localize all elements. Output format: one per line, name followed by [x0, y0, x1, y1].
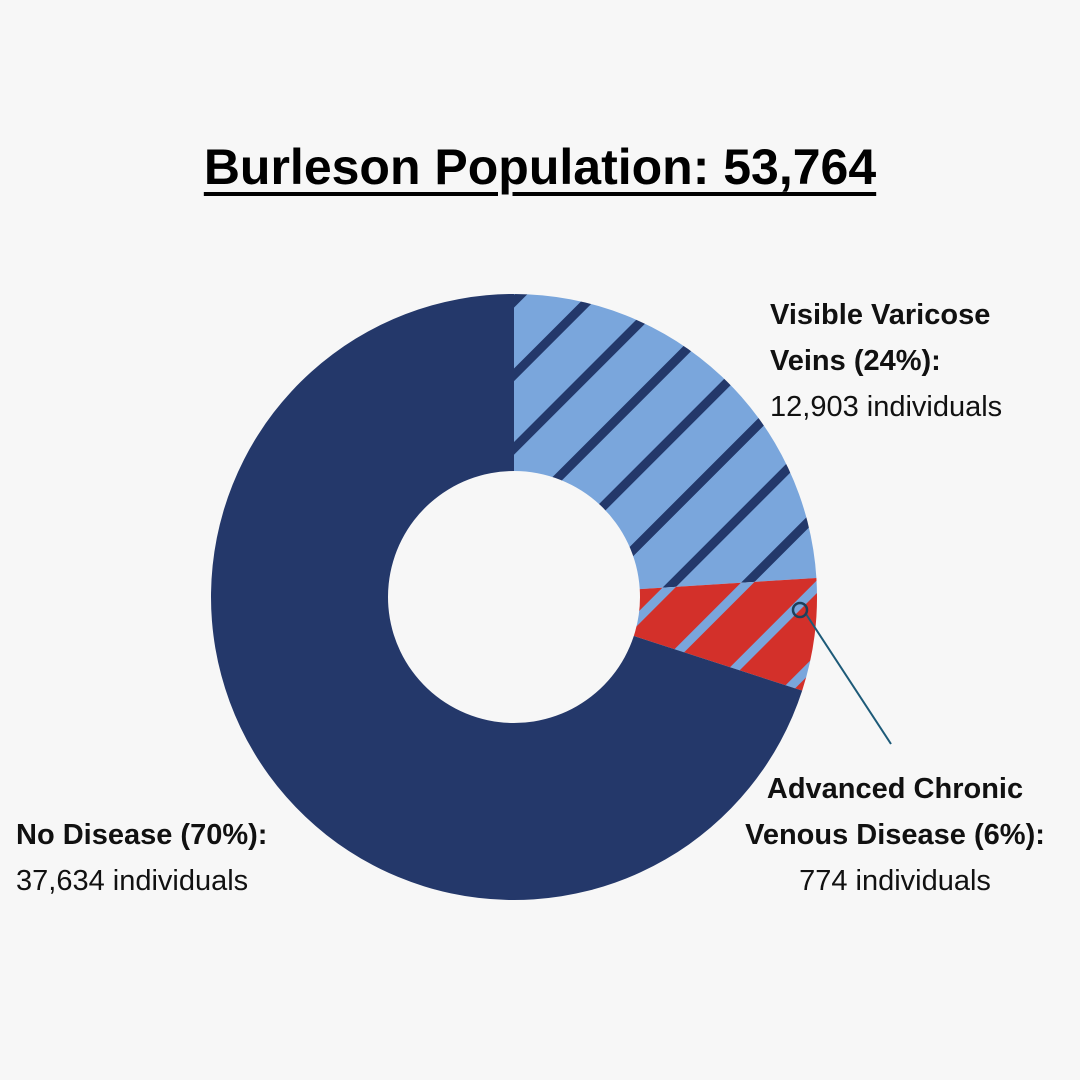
slice-label-advanced-head-line1: Advanced Chronic: [766, 773, 1024, 805]
chart-title: Burleson Population: 53,764: [203, 139, 877, 195]
callout-line: [805, 613, 892, 745]
slice-label-varicose: Visible Varicose Veins (24%): 12,903 ind…: [770, 292, 1070, 430]
slice-advanced: [633, 577, 817, 691]
slice-label-varicose-count: 12,903 individuals: [770, 391, 1003, 423]
slice-none: [211, 294, 803, 901]
slice-label-no-disease-head: No Disease (70%):: [16, 819, 268, 851]
slice-label-varicose-head-line2: Veins (24%):: [770, 345, 941, 377]
slice-label-varicose-head-line1: Visible Varicose: [770, 299, 991, 331]
slice-label-advanced-count: 774 individuals: [799, 865, 991, 897]
slice-label-advanced-head-line2: Venous Disease (6%):: [745, 819, 1045, 851]
slice-label-no-disease: No Disease (70%): 37,634 individuals: [16, 812, 396, 904]
slice-label-advanced: Advanced Chronic Venous Disease (6%): 77…: [722, 766, 1068, 904]
slice-varicose: [514, 294, 817, 590]
callout-marker: [791, 601, 809, 619]
slice-label-no-disease-count: 37,634 individuals: [16, 865, 249, 897]
